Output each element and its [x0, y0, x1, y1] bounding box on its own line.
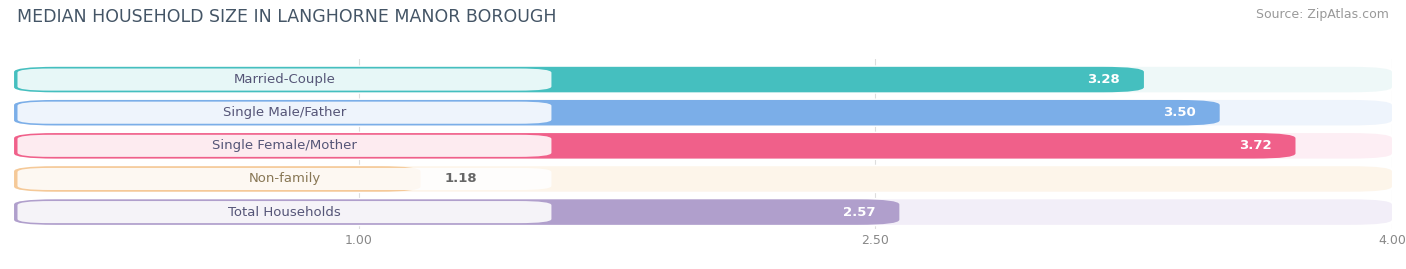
- FancyBboxPatch shape: [17, 69, 551, 91]
- FancyBboxPatch shape: [8, 165, 1398, 193]
- FancyBboxPatch shape: [14, 67, 1392, 92]
- FancyBboxPatch shape: [14, 67, 1144, 92]
- Text: Single Female/Mother: Single Female/Mother: [212, 139, 357, 152]
- Text: Non-family: Non-family: [249, 172, 321, 185]
- Text: MEDIAN HOUSEHOLD SIZE IN LANGHORNE MANOR BOROUGH: MEDIAN HOUSEHOLD SIZE IN LANGHORNE MANOR…: [17, 8, 557, 26]
- Text: Married-Couple: Married-Couple: [233, 73, 336, 86]
- Text: 3.72: 3.72: [1239, 139, 1271, 152]
- Text: Single Male/Father: Single Male/Father: [222, 106, 346, 119]
- Text: 1.18: 1.18: [444, 172, 477, 185]
- FancyBboxPatch shape: [8, 198, 1398, 226]
- FancyBboxPatch shape: [17, 135, 551, 157]
- FancyBboxPatch shape: [8, 98, 1398, 127]
- Text: Total Households: Total Households: [228, 206, 340, 219]
- FancyBboxPatch shape: [17, 102, 551, 124]
- FancyBboxPatch shape: [14, 100, 1219, 125]
- FancyBboxPatch shape: [14, 100, 1392, 125]
- FancyBboxPatch shape: [17, 201, 551, 223]
- FancyBboxPatch shape: [14, 133, 1392, 158]
- FancyBboxPatch shape: [14, 166, 1392, 192]
- FancyBboxPatch shape: [14, 133, 1295, 158]
- FancyBboxPatch shape: [14, 199, 1392, 225]
- FancyBboxPatch shape: [8, 65, 1398, 94]
- Text: 3.28: 3.28: [1087, 73, 1119, 86]
- FancyBboxPatch shape: [17, 168, 551, 190]
- Text: 2.57: 2.57: [842, 206, 875, 219]
- FancyBboxPatch shape: [8, 132, 1398, 160]
- Text: 3.50: 3.50: [1163, 106, 1195, 119]
- FancyBboxPatch shape: [14, 199, 900, 225]
- Text: Source: ZipAtlas.com: Source: ZipAtlas.com: [1256, 8, 1389, 21]
- FancyBboxPatch shape: [14, 166, 420, 192]
